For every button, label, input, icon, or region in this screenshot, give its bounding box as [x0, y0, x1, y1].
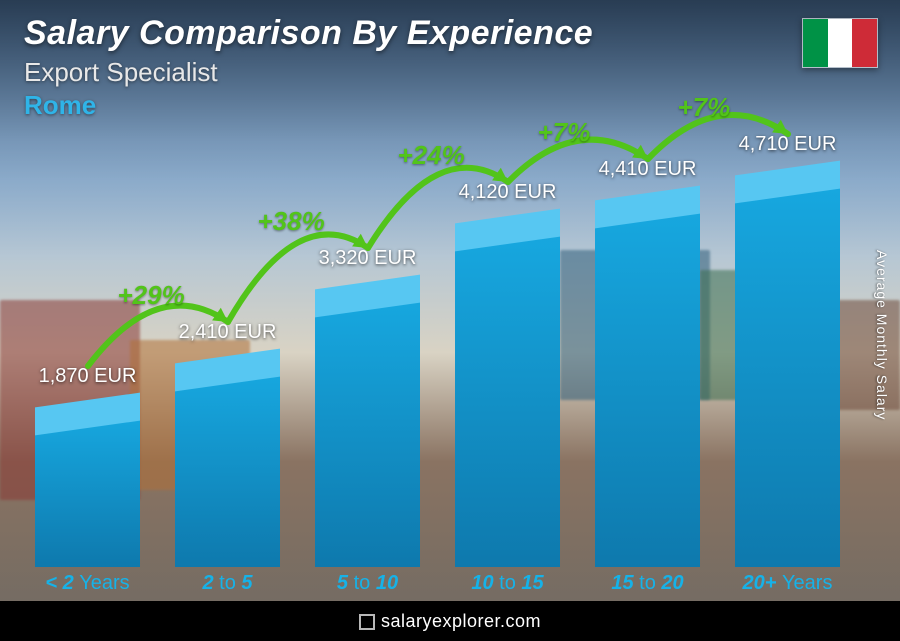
- bar-category-label: 2 to 5: [148, 572, 308, 595]
- salary-bar-chart: 1,870 EUR< 2 Years2,410 EUR2 to 53,320 E…: [0, 81, 900, 641]
- page-title: Salary Comparison By Experience: [24, 14, 593, 53]
- bar: [455, 230, 560, 567]
- infographic-canvas: Salary Comparison By Experience Export S…: [0, 0, 900, 641]
- footer-logo: salaryexplorer.com: [359, 611, 541, 632]
- bar: [735, 182, 840, 567]
- bar-category-label: 20+ Years: [708, 572, 868, 595]
- bar-category-label: 10 to 15: [428, 572, 588, 595]
- increase-pct-label: +7%: [678, 92, 731, 123]
- bar: [175, 370, 280, 567]
- flag-stripe-2: [828, 19, 853, 67]
- bar-category-label: 15 to 20: [568, 572, 728, 595]
- bar: [35, 414, 140, 567]
- italy-flag-icon: [802, 18, 878, 68]
- increase-pct-label: +29%: [118, 280, 185, 311]
- footer-text: salaryexplorer.com: [381, 611, 541, 632]
- footer-bar: salaryexplorer.com: [0, 601, 900, 641]
- increase-pct-label: +24%: [398, 140, 465, 171]
- bar: [595, 207, 700, 567]
- flag-stripe-1: [803, 19, 828, 67]
- logo-square-icon: [359, 614, 375, 630]
- increase-pct-label: +7%: [538, 117, 591, 148]
- increase-pct-label: +38%: [258, 206, 325, 237]
- bar-category-label: 5 to 10: [288, 572, 448, 595]
- bar-category-label: < 2 Years: [8, 572, 168, 595]
- flag-stripe-3: [852, 19, 877, 67]
